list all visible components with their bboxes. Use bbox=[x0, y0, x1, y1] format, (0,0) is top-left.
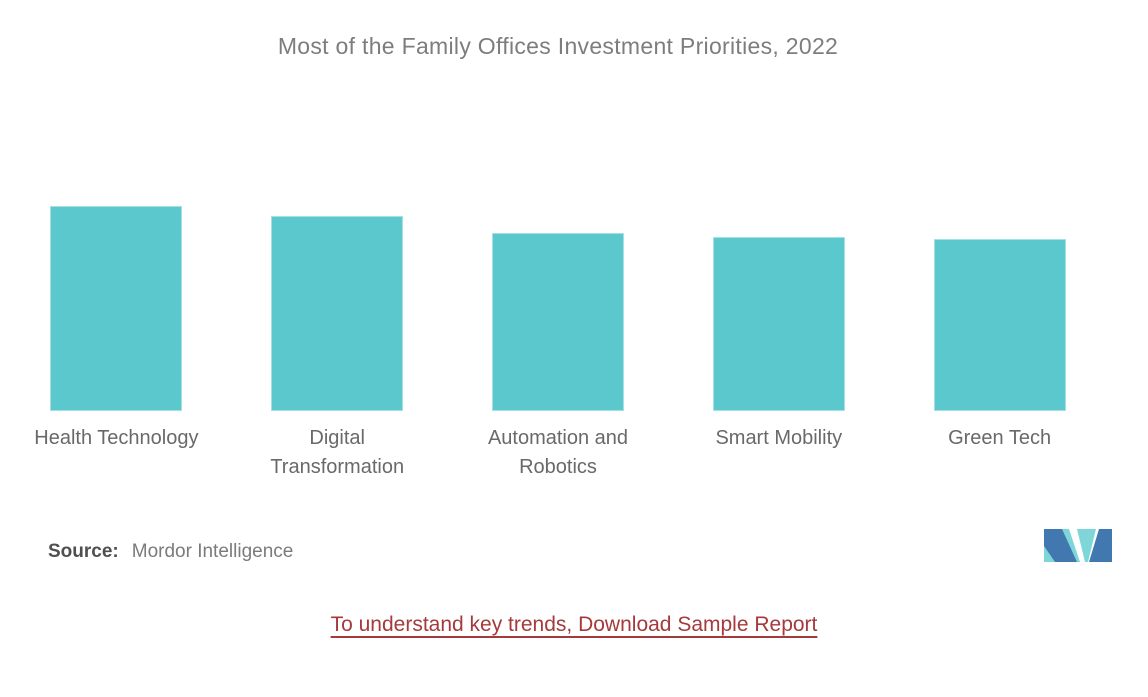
bar-label: Digital Transformation bbox=[270, 427, 405, 478]
bar-chart: Health Technology Digital Transformation Au… bbox=[6, 206, 1110, 482]
bar-area bbox=[6, 206, 227, 411]
bar-column: Health Technology bbox=[6, 206, 227, 482]
bar-label: Automation and Robotics bbox=[487, 427, 629, 478]
bar-4 bbox=[712, 237, 845, 411]
bar-column: Green Tech bbox=[889, 206, 1110, 482]
bar-label: Green Tech bbox=[948, 427, 1052, 449]
logo-right-teal-triangle bbox=[1077, 529, 1096, 562]
bar-column: Automation and Robotics bbox=[448, 206, 669, 482]
source-value: Mordor Intelligence bbox=[131, 541, 294, 562]
chart-title: Most of the Family Offices Investment Pr… bbox=[277, 33, 839, 59]
bar-chart-plot-area: Health Technology Digital Transformation Au… bbox=[6, 206, 1110, 482]
bar-3 bbox=[491, 233, 624, 411]
bar-area bbox=[668, 206, 889, 411]
bar-5 bbox=[933, 239, 1066, 411]
bar-area bbox=[227, 206, 448, 411]
mordor-intelligence-logo bbox=[1044, 529, 1112, 562]
source-label: Source: bbox=[48, 541, 119, 562]
source-line: Source: Mordor Intelligence bbox=[48, 541, 293, 563]
bar-label: Health Technology bbox=[34, 427, 199, 449]
bar-1 bbox=[50, 206, 183, 411]
footer-link-row: To understand key trends, Download Sampl… bbox=[0, 613, 1148, 637]
bar-area bbox=[448, 206, 669, 411]
bar-area bbox=[889, 206, 1110, 411]
bar-label: Smart Mobility bbox=[715, 427, 843, 449]
download-sample-report-link[interactable]: To understand key trends, Download Sampl… bbox=[330, 613, 818, 636]
logo-left-blue-band bbox=[1044, 529, 1077, 562]
bar-2 bbox=[271, 216, 404, 411]
bar-column: Digital Transformation bbox=[227, 206, 448, 482]
bar-column: Smart Mobility bbox=[668, 206, 889, 482]
logo-right-blue-shape bbox=[1089, 529, 1112, 562]
